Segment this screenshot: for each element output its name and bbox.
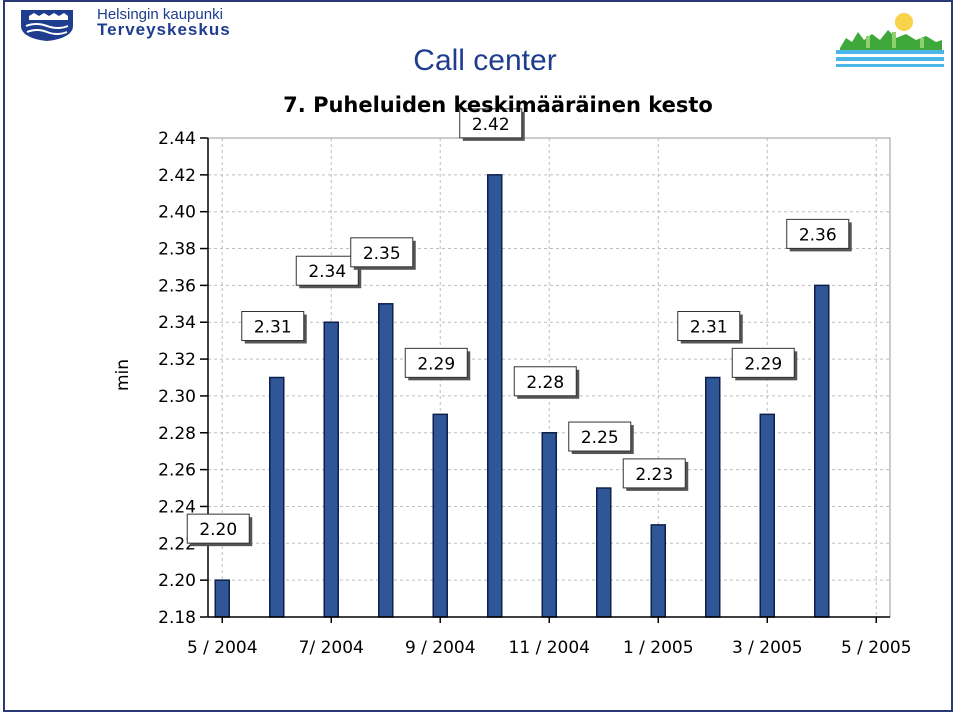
- data-label-text: 2.23: [635, 465, 673, 485]
- data-label-text: 2.34: [308, 262, 346, 282]
- data-label: 2.31: [677, 311, 743, 344]
- data-label-text: 2.25: [581, 428, 619, 448]
- bar: [541, 432, 557, 618]
- data-label: 2.36: [786, 218, 852, 252]
- y-tick-label: 2.42: [158, 166, 196, 186]
- data-label: 2.28: [513, 366, 580, 399]
- data-label: 2.29: [731, 347, 798, 381]
- data-label-box: [513, 366, 577, 397]
- x-tick-label: 5 / 2004: [187, 638, 258, 658]
- x-tick-label: 5 / 2005: [841, 638, 912, 658]
- bar: [759, 413, 775, 618]
- y-tick-label: 2.22: [158, 534, 196, 554]
- data-label-box: [404, 347, 468, 378]
- data-label-box: [786, 218, 850, 249]
- chart-axes: 2.182.202.222.242.262.282.302.322.342.36…: [158, 129, 911, 658]
- org-name-line1: Helsingin kaupunki: [97, 6, 223, 23]
- y-tick-label: 2.34: [158, 313, 196, 333]
- y-axis-label: min: [113, 359, 133, 391]
- chart-title: 7. Puheluiden keskimääräinen kesto: [283, 93, 713, 117]
- data-label-box: [295, 255, 359, 286]
- bar: [596, 487, 612, 618]
- data-label-box: [241, 311, 305, 341]
- data-label-text: 2.20: [199, 520, 237, 540]
- bar: [814, 284, 830, 618]
- y-tick-label: 2.30: [158, 387, 196, 407]
- data-label-text: 2.31: [254, 318, 292, 338]
- bar: [378, 303, 394, 618]
- x-tick-label: 7/ 2004: [299, 638, 364, 658]
- y-tick-label: 2.26: [158, 461, 196, 481]
- bar: [432, 413, 448, 618]
- data-label-box: [622, 458, 686, 489]
- bar: [269, 376, 285, 618]
- data-label-text: 2.29: [744, 354, 782, 374]
- y-tick-label: 2.44: [158, 129, 196, 149]
- city-skyline-logo-icon: [836, 10, 946, 75]
- data-label: 2.35: [350, 237, 416, 270]
- bar: [323, 321, 339, 618]
- y-tick-label: 2.24: [158, 497, 196, 517]
- data-label-box: [350, 237, 414, 268]
- bar: [214, 579, 230, 618]
- data-label-text: 2.42: [472, 115, 510, 135]
- data-label: 2.29: [404, 347, 471, 381]
- bar: [487, 174, 503, 618]
- data-label: 2.25: [568, 421, 634, 455]
- chart-bars: [214, 174, 830, 618]
- data-label: 2.20: [186, 513, 253, 547]
- data-label-text: 2.29: [417, 354, 455, 374]
- data-label: 2.42: [459, 108, 525, 141]
- org-name-line2: Terveyskeskus: [97, 20, 231, 39]
- data-label-text: 2.36: [799, 225, 837, 245]
- data-label-box: [459, 108, 523, 139]
- y-tick-label: 2.38: [158, 240, 196, 260]
- data-label-text: 2.28: [526, 373, 564, 393]
- helsinki-crest-icon: [18, 8, 76, 47]
- data-label-box: [568, 421, 632, 452]
- data-label-box: [186, 513, 250, 544]
- x-tick-label: 11 / 2004: [509, 638, 590, 658]
- x-tick-label: 3 / 2005: [732, 638, 803, 658]
- data-label-box: [677, 311, 741, 341]
- data-label-box: [731, 347, 795, 378]
- y-tick-label: 2.28: [158, 424, 196, 444]
- slide-frame: [3, 0, 953, 712]
- x-tick-label: 1 / 2005: [623, 638, 694, 658]
- data-label-text: 2.31: [690, 318, 728, 338]
- chart-data-labels: 2.20 2.31 2.34 2.35 2.29 2.42 2.28 2.25 2.23 2.31…: [186, 108, 852, 547]
- bar: [650, 524, 666, 618]
- y-tick-label: 2.40: [158, 203, 196, 223]
- y-tick-label: 2.32: [158, 350, 196, 370]
- bar: [705, 376, 721, 618]
- x-tick-label: 9 / 2004: [405, 638, 476, 658]
- page-title: Call center: [413, 44, 557, 77]
- data-label-text: 2.35: [363, 244, 401, 264]
- y-tick-label: 2.36: [158, 276, 196, 296]
- y-tick-label: 2.20: [158, 571, 196, 591]
- y-tick-label: 2.18: [158, 608, 196, 628]
- data-label: 2.31: [241, 311, 307, 344]
- data-label: 2.23: [622, 458, 689, 491]
